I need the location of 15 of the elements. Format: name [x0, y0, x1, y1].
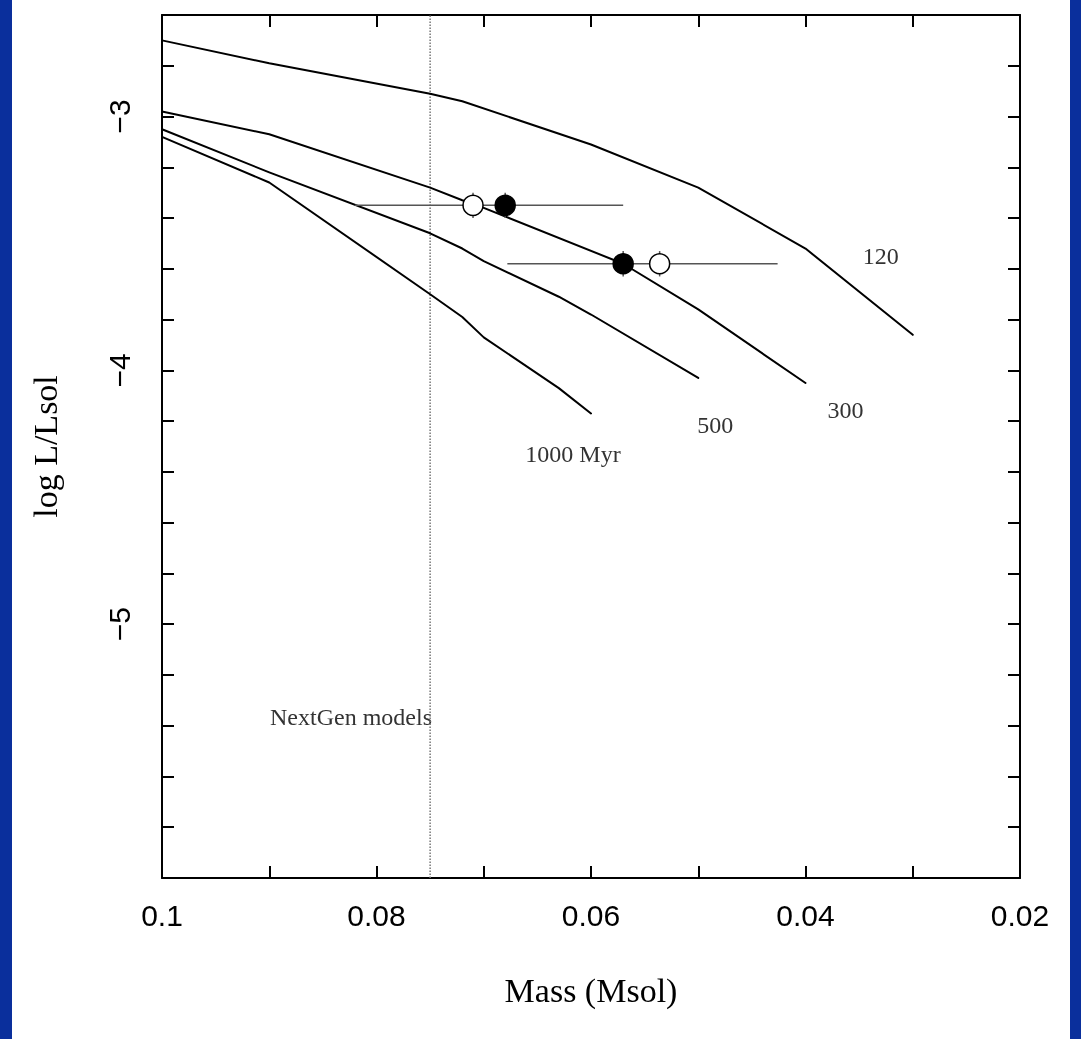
y-tick-label: −4 [102, 353, 136, 388]
annotation: NextGen models [270, 704, 432, 730]
series-label: 120 [862, 242, 899, 269]
series-label: 300 [827, 397, 864, 424]
y-axis-title: log L/Lsol [26, 375, 64, 518]
series-label: 500 [697, 411, 734, 438]
x-tick-label: 0.04 [776, 898, 835, 932]
y-tick-label: −5 [102, 607, 136, 642]
x-tick-label: 0.08 [347, 898, 406, 932]
x-tick-label: 0.02 [990, 898, 1050, 932]
series-label: 1000 Myr [525, 440, 621, 467]
x-tick-label: 0.1 [141, 898, 183, 932]
x-tick-label: 0.06 [561, 898, 621, 932]
x-axis-title: Mass (Msol) [504, 971, 678, 1010]
y-tick-label: −3 [102, 99, 136, 134]
